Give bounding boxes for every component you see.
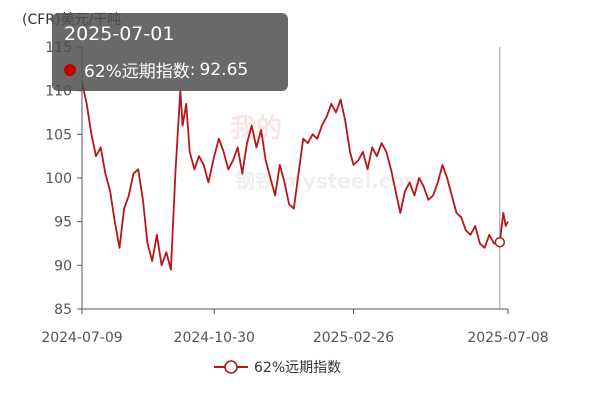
tooltip: 2025-07-01 62%远期指数 : 92.65	[52, 13, 288, 91]
y-tick-label: 105	[45, 127, 72, 143]
tooltip-separator: :	[189, 59, 196, 80]
tooltip-value: 92.65	[199, 59, 249, 80]
legend-label: 62%远期指数	[254, 360, 342, 376]
hover-point	[494, 236, 506, 248]
legend[interactable]: 62%远期指数	[214, 357, 341, 377]
y-tick-label: 90	[54, 258, 72, 274]
tooltip-date: 2025-07-01	[64, 23, 175, 45]
watermark-text-1: 我的	[230, 114, 283, 144]
x-tick-label: 2025-02-26	[313, 330, 394, 346]
x-axis: 2024-07-09 2024-10-30 2025-02-26 2025-07-08	[41, 308, 549, 346]
x-tick-label: 2025-07-08	[467, 330, 548, 346]
x-tick-label: 2024-07-09	[41, 330, 122, 346]
legend-line-circle-icon	[214, 360, 248, 374]
y-tick-label: 95	[54, 215, 72, 231]
tooltip-series-dot	[64, 63, 76, 76]
watermark-logo: 我的	[230, 108, 282, 145]
tooltip-row: 62%远期指数 : 92.65	[64, 57, 248, 82]
y-tick-label: 85	[54, 302, 72, 318]
tooltip-series-name: 62%远期指数	[84, 62, 190, 82]
y-tick-label: 100	[45, 171, 72, 187]
x-tick-label: 2024-10-30	[174, 330, 255, 346]
watermark-text-2: 钢铁	[235, 169, 275, 193]
series-line	[81, 81, 509, 271]
watermark-site: 钢铁 mysteel.com	[235, 165, 425, 194]
watermark-text-3: mysteel.com	[281, 169, 426, 193]
hover-marker	[494, 236, 506, 248]
series-line-group	[81, 81, 509, 271]
